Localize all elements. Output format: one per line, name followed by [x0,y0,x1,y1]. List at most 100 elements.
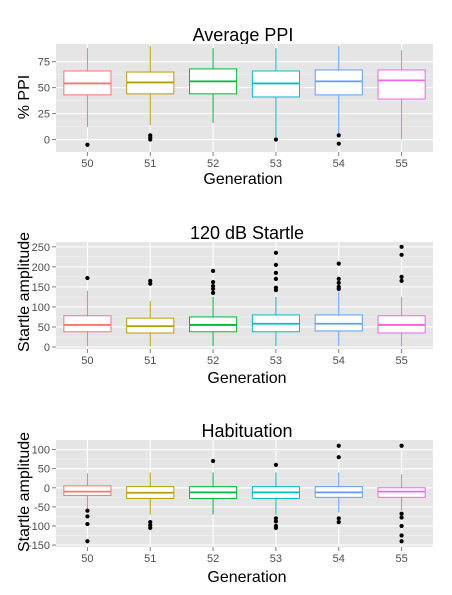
x-tick-label: 54 [333,355,345,367]
outlier-point [148,278,153,283]
outlier-point [336,443,341,448]
y-tick-label: 150 [32,282,50,294]
box-52 [189,48,238,123]
x-tick-label: 51 [144,553,156,565]
chart-title: 120 dB Startle [190,223,304,243]
chart-title: Average PPI [193,25,294,45]
outlier-point [273,462,279,467]
outlier-point [210,268,216,273]
outlier-point [85,521,90,527]
x-tick-label: 52 [207,553,219,565]
box-52 [189,268,238,347]
panel-120db-startle: 120 dB Startle Generation Startle amplit… [16,223,433,387]
outlier-point [273,262,279,267]
iqr-box [63,315,112,333]
plot-background [56,44,433,152]
chart-title: Habituation [201,421,292,441]
y-tick-label: -150 [28,540,50,552]
outlier-point [336,133,341,138]
outlier-point [210,283,216,289]
y-tick-label: -100 [28,521,50,533]
x-tick-label: 50 [81,158,93,170]
plot-area [56,242,433,349]
x-axis-title: Generation [207,370,286,387]
outlier-point [273,276,279,281]
outlier-point [210,279,216,285]
y-tick-label: 50 [38,464,50,476]
iqr-box [377,487,426,498]
box-54 [314,261,363,347]
x-tick-label: 55 [395,158,407,170]
y-tick-label: 50 [38,83,50,95]
box-51 [126,472,175,530]
outlier-point [336,276,341,281]
outlier-point [85,508,90,513]
outlier-point [399,244,404,249]
x-tick-label: 52 [207,355,219,367]
x-tick-label: 51 [144,355,156,367]
outlier-point [148,133,153,138]
y-tick-label: 50 [38,322,50,334]
box-54 [314,443,363,525]
outlier-point [336,284,341,289]
y-axis-title: % PPI [16,75,33,119]
outlier-point [210,458,216,464]
x-tick-label: 55 [395,553,407,565]
panel-average-ppi: Average PPI Generation % PPI 0 25 50 75 50 51… [16,25,433,188]
outlier-point [399,443,404,448]
x-tick-label: 53 [270,355,282,367]
box-51 [126,278,175,347]
x-tick-label: 55 [395,355,407,367]
x-axis-title: Generation [203,171,282,188]
outlier-point [85,539,90,544]
outlier-point [399,278,404,283]
box-51 [126,46,175,142]
outlier-point [399,252,404,257]
plot-area [56,44,433,152]
box-50 [63,473,112,544]
box-53 [251,462,300,530]
box-55 [377,244,426,347]
x-tick-label: 54 [333,553,345,565]
iqr-box [314,69,363,96]
outlier-point [336,455,341,460]
y-tick-label: 0 [44,135,50,147]
outlier-point [336,520,341,525]
outlier-point [399,523,404,529]
x-tick-label: 50 [81,553,93,565]
outlier-point [210,290,216,295]
y-tick-label: 0 [44,342,50,354]
y-tick-label: 100 [32,302,50,314]
y-axis-title: Startle amplitude [16,432,33,552]
y-tick-label: 0 [44,483,50,495]
outlier-point [336,280,341,285]
x-tick-label: 51 [144,158,156,170]
outlier-point [336,261,341,266]
outlier-point [336,141,341,146]
outlier-point [273,250,279,255]
outlier-point [85,275,90,281]
outlier-point [399,539,404,544]
plot-area [56,440,433,547]
box-52 [189,458,238,515]
iqr-box [63,485,112,496]
outlier-point [273,519,279,524]
outlier-point [85,142,90,147]
x-tick-label: 50 [81,355,93,367]
y-tick-label: 75 [38,57,50,69]
x-tick-label: 53 [270,158,282,170]
outlier-point [273,270,279,275]
x-axis-title: Generation [207,569,286,586]
x-tick-label: 54 [333,158,345,170]
outlier-point [273,525,279,530]
box-50 [63,48,112,147]
y-tick-label: 100 [32,445,50,457]
iqr-box [377,69,426,100]
box-55 [377,443,426,544]
outlier-point [148,525,153,530]
box-53 [251,250,300,347]
outlier-point [399,274,404,279]
y-axis-title: Startle amplitude [16,232,33,352]
box-50 [63,275,112,347]
